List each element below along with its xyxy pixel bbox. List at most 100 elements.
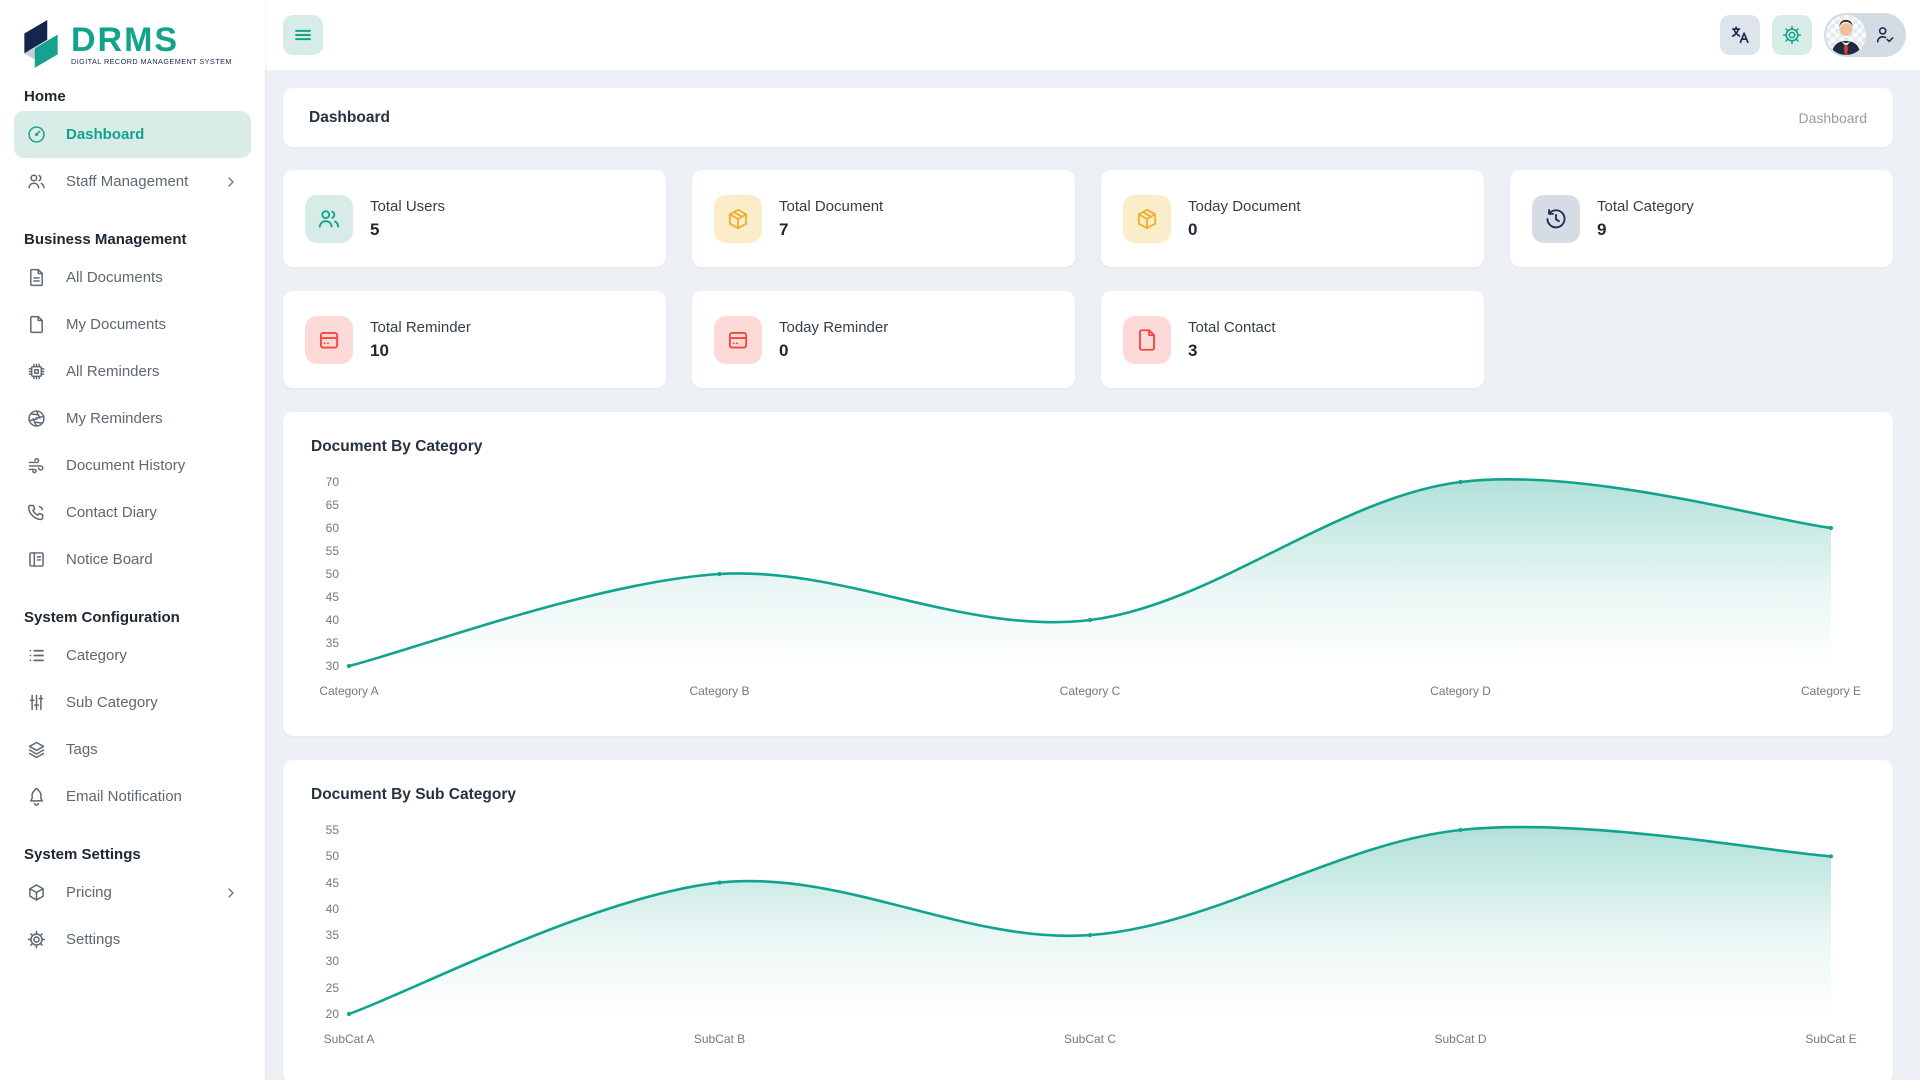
sidebar-section: System Configuration Category Sub Catego… — [14, 609, 251, 820]
y-axis-tick: 60 — [325, 521, 339, 535]
y-axis-tick: 25 — [325, 980, 339, 995]
sidebar-item-sub-category[interactable]: Sub Category — [14, 679, 251, 726]
sidebar-item-contact-diary[interactable]: Contact Diary — [14, 489, 251, 536]
x-axis: Category A Category B Category C Category D… — [319, 684, 1861, 704]
menu-toggle-button[interactable] — [283, 15, 323, 55]
brand-logo-icon — [20, 20, 62, 70]
chevron-right-icon — [223, 174, 239, 190]
user-check-icon — [1866, 24, 1904, 46]
translate-button[interactable] — [1720, 15, 1760, 55]
chip-icon — [26, 361, 47, 382]
notice-board-icon — [26, 549, 47, 570]
y-axis-tick: 45 — [325, 875, 339, 890]
stat-text: Total Document 7 — [779, 198, 883, 240]
sidebar-item-label: Sub Category — [66, 694, 158, 711]
chevron-right-icon — [223, 885, 239, 901]
package-icon — [1123, 194, 1171, 243]
page-header-card: Dashboard Dashboard — [283, 88, 1893, 147]
sidebar-item-all-reminders[interactable]: All Reminders — [14, 348, 251, 395]
sidebar-section-items: All Documents My Documents All Reminders… — [14, 254, 251, 583]
brand-tagline: DIGITAL RECORD MANAGEMENT SYSTEM — [71, 57, 232, 66]
stats-row-2: Total Reminder 10 Today Reminder 0 Total… — [283, 291, 1893, 388]
user-avatar[interactable] — [1826, 15, 1866, 55]
gear-icon — [26, 929, 47, 950]
x-axis-label: Category B — [689, 684, 750, 698]
sidebar-item-category[interactable]: Category — [14, 632, 251, 679]
sidebar-item-dashboard[interactable]: Dashboard — [14, 111, 251, 158]
plot-area — [346, 822, 1834, 1030]
sidebar-item-label: Staff Management — [66, 173, 189, 190]
chart-card-document-by-sub-category: Document By Sub Category 55 50 45 40 35 30 25 2… — [283, 760, 1893, 1080]
y-axis-tick: 35 — [325, 928, 339, 943]
y-axis-tick: 20 — [325, 1007, 339, 1021]
sidebar-item-all-documents[interactable]: All Documents — [14, 254, 251, 301]
sidebar-item-pricing[interactable]: Pricing — [14, 869, 251, 916]
topbar — [0, 0, 1920, 70]
sidebar-nav: Home Dashboard Staff Management Business… — [0, 84, 265, 963]
stat-text: Today Document 0 — [1188, 198, 1301, 240]
sidebar-item-email-notification[interactable]: Email Notification — [14, 773, 251, 820]
y-axis: 70 65 60 55 50 45 40 35 30 — [311, 474, 349, 682]
stat-card-total-document: Total Document 7 — [692, 170, 1075, 267]
stat-card-total-category: Total Category 9 — [1510, 170, 1893, 267]
stat-label: Total Document — [779, 197, 884, 215]
sidebar-item-tags[interactable]: Tags — [14, 726, 251, 773]
users-icon — [305, 194, 353, 243]
sidebar-item-label: My Documents — [66, 316, 167, 333]
brand-text: DRMS DIGITAL RECORD MANAGEMENT SYSTEM — [71, 23, 232, 66]
stat-card-today-document: Today Document 0 — [1101, 170, 1484, 267]
y-axis-tick: 40 — [325, 901, 339, 916]
sidebar-item-settings[interactable]: Settings — [14, 916, 251, 963]
brand-logo[interactable]: DRMS DIGITAL RECORD MANAGEMENT SYSTEM — [0, 0, 265, 84]
package-icon — [714, 194, 762, 243]
x-axis-label: SubCat D — [1434, 1032, 1487, 1046]
sidebar-item-staff-management[interactable]: Staff Management — [14, 158, 251, 205]
stat-label: Total Users — [370, 197, 446, 215]
stat-text: Total Contact 3 — [1188, 319, 1276, 361]
sidebar-item-notice-board[interactable]: Notice Board — [14, 536, 251, 583]
sidebar-item-my-reminders[interactable]: My Reminders — [14, 395, 251, 442]
sidebar-item-label: Settings — [66, 931, 121, 948]
sidebar-item-label: Dashboard — [66, 126, 145, 143]
sidebar-item-label: All Documents — [66, 269, 163, 286]
x-axis-label: SubCat A — [323, 1032, 375, 1046]
file-text-icon — [26, 267, 47, 288]
x-axis-label: Category C — [1059, 684, 1121, 698]
y-axis-tick: 30 — [325, 659, 339, 673]
stats-row-1: Total Users 5 Total Document 7 Today Doc… — [283, 170, 1893, 267]
sidebar-item-document-history[interactable]: Document History — [14, 442, 251, 489]
area-chart-svg — [346, 825, 1834, 1017]
contact-file-icon — [1123, 315, 1171, 364]
stat-value: 5 — [370, 219, 380, 239]
stat-card-total-contact: Total Contact 3 — [1101, 291, 1484, 388]
avatar-photo — [1831, 19, 1861, 55]
y-axis-tick: 35 — [325, 636, 339, 650]
x-axis-label: Category E — [1800, 684, 1862, 698]
profile-menu[interactable] — [1824, 13, 1906, 57]
x-axis-label: SubCat C — [1063, 1032, 1117, 1046]
stat-card-today-reminder: Today Reminder 0 — [692, 291, 1075, 388]
stat-value: 0 — [779, 340, 789, 360]
y-axis-tick: 65 — [325, 498, 339, 512]
y-axis-tick: 70 — [325, 475, 339, 489]
x-axis-label: Category D — [1430, 684, 1491, 698]
x-axis-label: SubCat E — [1805, 1032, 1857, 1046]
area-chart-svg — [346, 478, 1834, 669]
x-axis-label: SubCat B — [693, 1032, 746, 1046]
plot-column: SubCat A SubCat B SubCat C SubCat D SubCat E — [324, 822, 1857, 1052]
layers-icon — [26, 739, 47, 760]
users-icon — [26, 171, 47, 192]
sidebar-section-title: Home — [24, 88, 66, 105]
sidebar-section: Home Dashboard Staff Management — [14, 88, 251, 205]
stat-label: Today Reminder — [779, 318, 889, 336]
bell-icon — [26, 786, 47, 807]
sidebar-item-my-documents[interactable]: My Documents — [14, 301, 251, 348]
y-axis-tick: 30 — [325, 954, 339, 969]
x-axis-label: Category A — [319, 684, 379, 698]
card-icon — [305, 315, 353, 364]
settings-button[interactable] — [1772, 15, 1812, 55]
list-icon — [26, 645, 47, 666]
stat-value: 9 — [1597, 219, 1607, 239]
sidebar-item-label: Category — [66, 647, 127, 664]
plot-column: Category A Category B Category C Category D… — [319, 474, 1861, 704]
